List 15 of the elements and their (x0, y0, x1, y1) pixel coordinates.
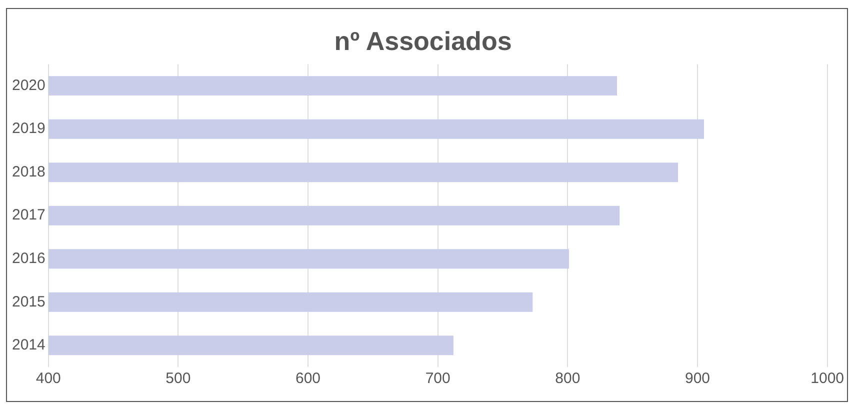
y-tick-label: 2015 (12, 293, 46, 310)
y-tick-label: 2016 (12, 250, 46, 267)
x-tick-label: 600 (296, 370, 321, 388)
y-tick-label: 2017 (12, 206, 46, 224)
y-tick-label: 2018 (12, 163, 46, 180)
x-tick-label: 500 (166, 370, 191, 388)
y-tick-label: 2014 (12, 336, 46, 354)
x-tick-label: 400 (36, 370, 61, 388)
chart-title: nº Associados (334, 26, 512, 56)
y-tick-label: 2019 (12, 120, 46, 138)
y-tick-label: 2020 (12, 76, 46, 94)
x-tick-label: 800 (555, 370, 580, 388)
x-tick-label: 1000 (810, 370, 844, 388)
x-tick-label: 700 (425, 370, 450, 388)
x-tick-label: 900 (684, 370, 710, 388)
